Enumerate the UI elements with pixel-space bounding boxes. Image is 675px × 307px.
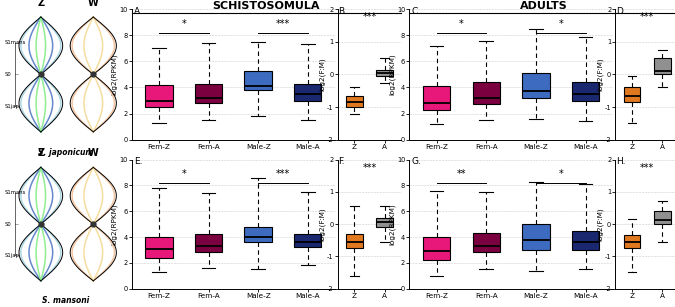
Text: B.: B.: [338, 6, 348, 16]
Text: S0: S0: [5, 72, 11, 77]
Text: **: **: [457, 169, 466, 179]
Text: TESTED Z: TESTED Z: [0, 62, 1, 87]
Text: ***: ***: [362, 162, 377, 173]
Text: ***: ***: [276, 19, 290, 29]
Text: *: *: [558, 169, 563, 179]
Text: S0: S0: [5, 222, 11, 227]
PathPatch shape: [294, 84, 321, 100]
Y-axis label: log2(F:M): log2(F:M): [319, 58, 325, 91]
Text: Z: Z: [37, 148, 45, 158]
Text: S1jap: S1jap: [5, 253, 20, 258]
Text: A.: A.: [134, 6, 142, 16]
PathPatch shape: [294, 235, 321, 247]
PathPatch shape: [145, 237, 173, 258]
Text: ***: ***: [362, 12, 377, 22]
Text: F.: F.: [338, 157, 345, 166]
Text: ADULTS: ADULTS: [520, 1, 568, 11]
PathPatch shape: [195, 84, 222, 103]
Text: H.: H.: [616, 157, 626, 166]
Text: S. japonicum: S. japonicum: [38, 147, 94, 157]
PathPatch shape: [522, 224, 549, 250]
PathPatch shape: [377, 218, 393, 227]
Text: S1mans: S1mans: [5, 190, 26, 196]
Text: E.: E.: [134, 157, 142, 166]
PathPatch shape: [377, 70, 393, 76]
PathPatch shape: [423, 86, 450, 110]
PathPatch shape: [244, 227, 272, 242]
Text: *: *: [182, 19, 186, 29]
PathPatch shape: [472, 233, 500, 252]
PathPatch shape: [572, 82, 599, 100]
Text: W: W: [88, 0, 99, 8]
PathPatch shape: [244, 71, 272, 90]
Y-axis label: log2(RPKM): log2(RPKM): [389, 54, 396, 95]
Y-axis label: log2(RPKM): log2(RPKM): [111, 54, 117, 95]
PathPatch shape: [624, 235, 641, 248]
Text: *: *: [182, 169, 186, 179]
Text: S. mansoni: S. mansoni: [42, 296, 89, 305]
Text: W: W: [88, 148, 99, 158]
Text: D.: D.: [616, 6, 626, 16]
Text: S1mans: S1mans: [5, 41, 26, 45]
PathPatch shape: [522, 73, 549, 98]
Y-axis label: log2(RPKM): log2(RPKM): [111, 203, 117, 245]
Text: ***: ***: [640, 162, 654, 173]
PathPatch shape: [346, 234, 362, 248]
Text: SCHISTOSOMULA: SCHISTOSOMULA: [213, 1, 320, 11]
Y-axis label: log2(RPKM): log2(RPKM): [389, 203, 396, 245]
PathPatch shape: [654, 211, 671, 224]
PathPatch shape: [472, 82, 500, 104]
PathPatch shape: [572, 231, 599, 250]
Text: Z: Z: [37, 0, 45, 8]
Text: C.: C.: [412, 6, 421, 16]
Text: *: *: [459, 19, 464, 29]
Y-axis label: log2(F:M): log2(F:M): [597, 58, 603, 91]
Y-axis label: log2(F:M): log2(F:M): [597, 207, 603, 241]
PathPatch shape: [624, 87, 641, 102]
Text: ***: ***: [640, 12, 654, 22]
Text: G.: G.: [412, 157, 421, 166]
Text: S1jap: S1jap: [5, 103, 20, 108]
PathPatch shape: [654, 58, 671, 74]
PathPatch shape: [145, 85, 173, 107]
Y-axis label: log2(F:M): log2(F:M): [319, 207, 325, 241]
PathPatch shape: [195, 235, 222, 252]
PathPatch shape: [346, 96, 362, 107]
Text: ***: ***: [276, 169, 290, 179]
PathPatch shape: [423, 237, 450, 260]
Text: *: *: [558, 19, 563, 29]
Text: TESTED Z: TESTED Z: [0, 212, 1, 236]
